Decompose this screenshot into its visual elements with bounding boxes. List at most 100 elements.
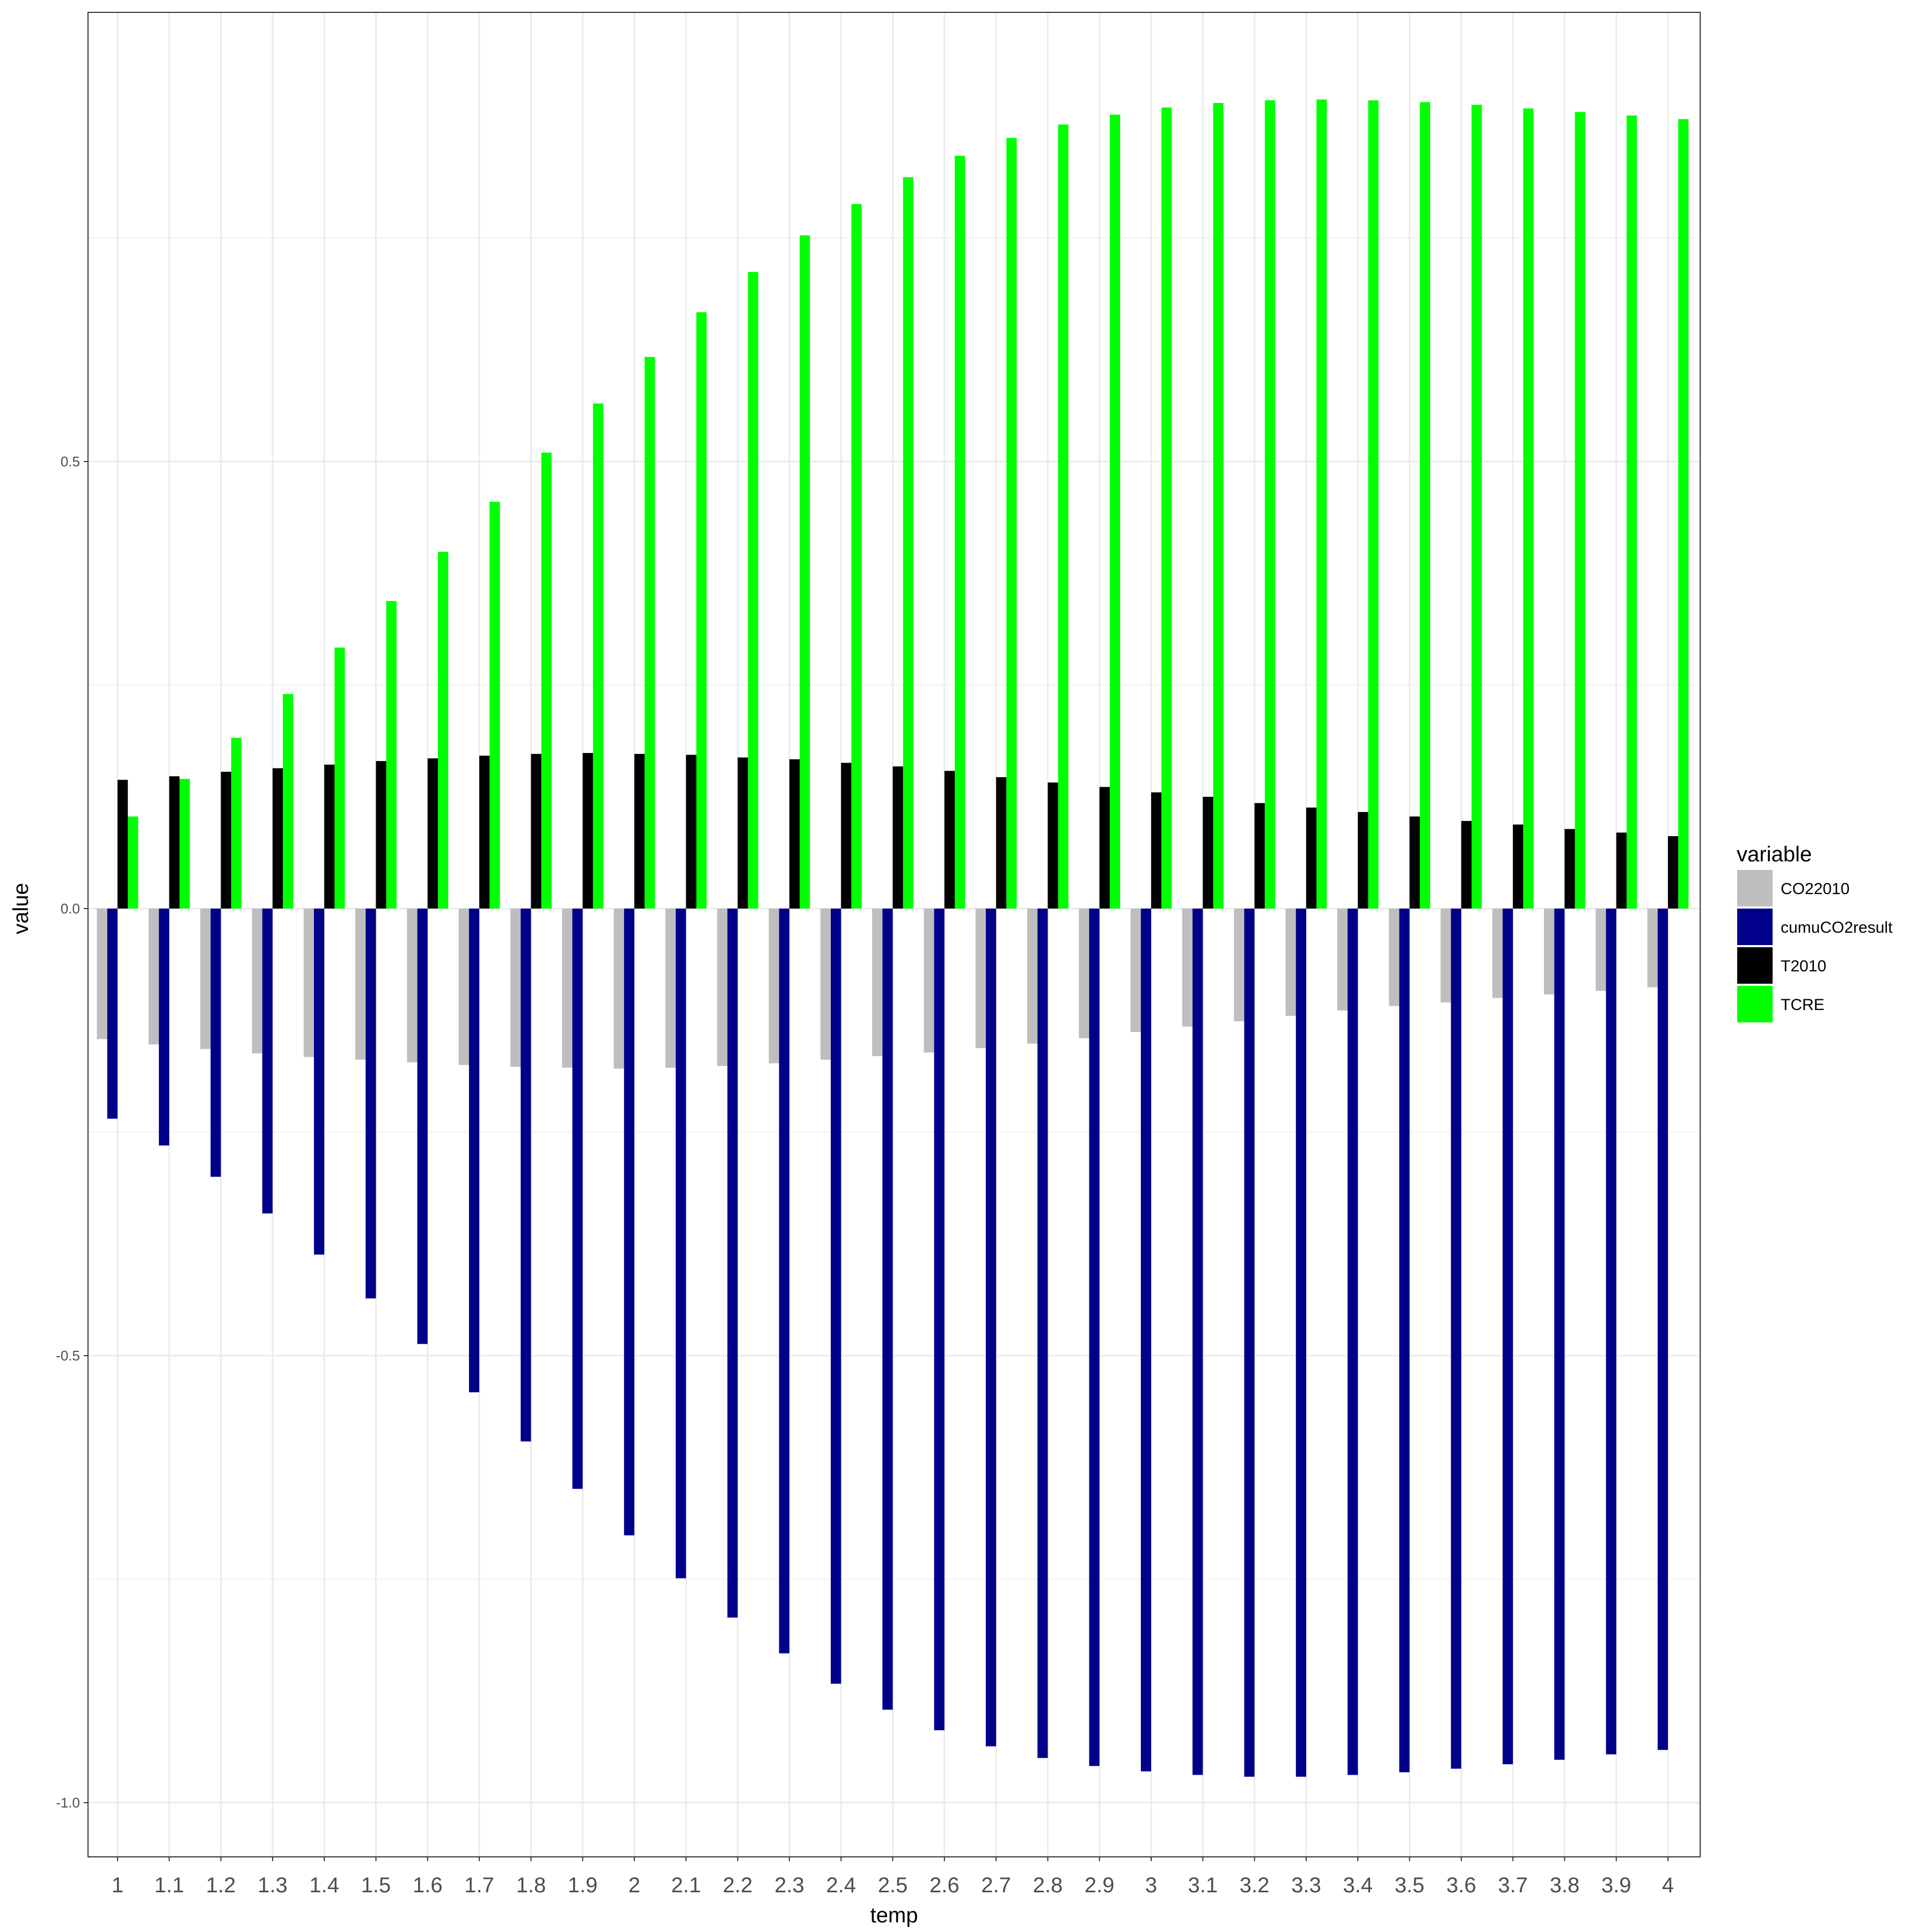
bar-TCRE — [1213, 103, 1224, 909]
bar-T2010 — [1513, 824, 1524, 909]
bar-CO22010 — [872, 909, 883, 1056]
bar-TCRE — [1575, 112, 1585, 909]
x-tick-label: 2.4 — [826, 1874, 856, 1897]
x-tick-label: 3 — [1145, 1874, 1157, 1897]
bar-TCRE — [1523, 108, 1534, 909]
x-tick-label: 3.1 — [1188, 1874, 1218, 1897]
bar-TCRE — [179, 779, 190, 909]
x-tick-label: 2.6 — [930, 1874, 960, 1897]
x-tick-label: 3.2 — [1240, 1874, 1270, 1897]
bar-CO22010 — [562, 909, 573, 1068]
x-tick-label: 1.9 — [568, 1874, 598, 1897]
panel-border — [87, 12, 1701, 1857]
y-tick-label: -1.0 — [56, 1795, 80, 1811]
bar-TCRE — [1109, 114, 1121, 909]
bar-cumuCO2result — [985, 909, 997, 1747]
legend-key-TCRE — [1736, 985, 1774, 1023]
bar-cumuCO2result — [1348, 909, 1358, 1775]
bar-cumuCO2result — [727, 909, 738, 1618]
bar-CO22010 — [97, 909, 107, 1040]
bar-TCRE — [1626, 115, 1637, 909]
bar-CO22010 — [1389, 909, 1400, 1006]
y-tick-label: 0.5 — [61, 453, 80, 470]
x-tick-label: 1.5 — [361, 1874, 391, 1897]
bar-T2010 — [944, 771, 955, 909]
bar-T2010 — [1203, 796, 1213, 909]
bar-TCRE — [851, 204, 862, 909]
bar-TCRE — [489, 501, 500, 909]
bar-TCRE — [1264, 100, 1275, 909]
bar-T2010 — [1461, 821, 1472, 909]
bar-CO22010 — [1130, 909, 1141, 1032]
bar-TCRE — [541, 452, 552, 909]
bar-TCRE — [1419, 102, 1430, 909]
x-tick-label: 2.3 — [774, 1874, 804, 1897]
bar-cumuCO2result — [1140, 909, 1151, 1772]
x-tick-label: 3.5 — [1395, 1874, 1425, 1897]
bar-TCRE — [645, 357, 655, 909]
bar-TCRE — [1472, 105, 1482, 909]
x-tick-label: 1 — [112, 1874, 123, 1897]
bar-T2010 — [427, 758, 438, 909]
bar-cumuCO2result — [882, 909, 893, 1710]
bar-CO22010 — [1544, 909, 1555, 994]
bar-T2010 — [686, 755, 697, 909]
x-tick-label: 1.3 — [258, 1874, 288, 1897]
bar-T2010 — [1306, 807, 1317, 909]
bar-cumuCO2result — [107, 909, 118, 1119]
x-tick-label: 1.2 — [206, 1874, 236, 1897]
bar-TCRE — [748, 272, 758, 909]
bar-T2010 — [1151, 792, 1162, 909]
bar-TCRE — [903, 177, 913, 909]
bar-CO22010 — [665, 909, 676, 1068]
x-tick-label: 1.7 — [464, 1874, 494, 1897]
bar-CO22010 — [975, 909, 986, 1048]
bar-CO22010 — [1079, 909, 1089, 1038]
bar-T2010 — [1254, 803, 1265, 909]
bar-TCRE — [1368, 100, 1379, 909]
bar-TCRE — [800, 235, 810, 909]
bar-cumuCO2result — [1554, 909, 1565, 1760]
bar-cumuCO2result — [469, 909, 480, 1393]
bar-TCRE — [386, 601, 397, 909]
bar-CO22010 — [1492, 909, 1503, 998]
x-tick-label: 3.3 — [1291, 1874, 1321, 1897]
bar-CO22010 — [407, 909, 418, 1063]
legend: variable CO22010 cumuCO2result T2010 TCRE — [1736, 843, 1893, 1023]
bar-T2010 — [169, 776, 180, 909]
bar-T2010 — [376, 761, 386, 909]
bar-cumuCO2result — [779, 909, 789, 1653]
bar-T2010 — [479, 756, 490, 909]
bar-CO22010 — [355, 909, 366, 1060]
x-tick-label: 2.2 — [723, 1874, 753, 1897]
bar-T2010 — [221, 772, 231, 909]
bar-T2010 — [1668, 836, 1679, 909]
bar-cumuCO2result — [1296, 909, 1306, 1777]
legend-title: variable — [1737, 843, 1812, 866]
bar-CO22010 — [148, 909, 159, 1045]
bar-T2010 — [892, 766, 903, 909]
bar-cumuCO2result — [1192, 909, 1203, 1775]
bar-TCRE — [696, 312, 707, 909]
bar-T2010 — [737, 757, 748, 909]
bar-cumuCO2result — [1606, 909, 1616, 1755]
x-tick-label: 1.8 — [516, 1874, 546, 1897]
bar-TCRE — [334, 647, 345, 909]
bar-T2010 — [531, 753, 541, 909]
bar-cumuCO2result — [676, 909, 686, 1578]
bar-CO22010 — [613, 909, 624, 1069]
bar-CO22010 — [1647, 909, 1658, 987]
bar-TCRE — [1058, 124, 1069, 909]
x-tick-label: 2.8 — [1033, 1874, 1063, 1897]
legend-key-CO22010 — [1736, 869, 1774, 908]
legend-key-T2010 — [1736, 946, 1774, 985]
bar-cumuCO2result — [572, 909, 583, 1489]
bar-TCRE — [128, 816, 138, 909]
bar-T2010 — [1099, 787, 1110, 909]
bar-cumuCO2result — [417, 909, 428, 1344]
bar-CO22010 — [769, 909, 779, 1064]
bar-cumuCO2result — [1089, 909, 1100, 1766]
bar-cumuCO2result — [1451, 909, 1461, 1769]
bar-T2010 — [582, 753, 593, 909]
